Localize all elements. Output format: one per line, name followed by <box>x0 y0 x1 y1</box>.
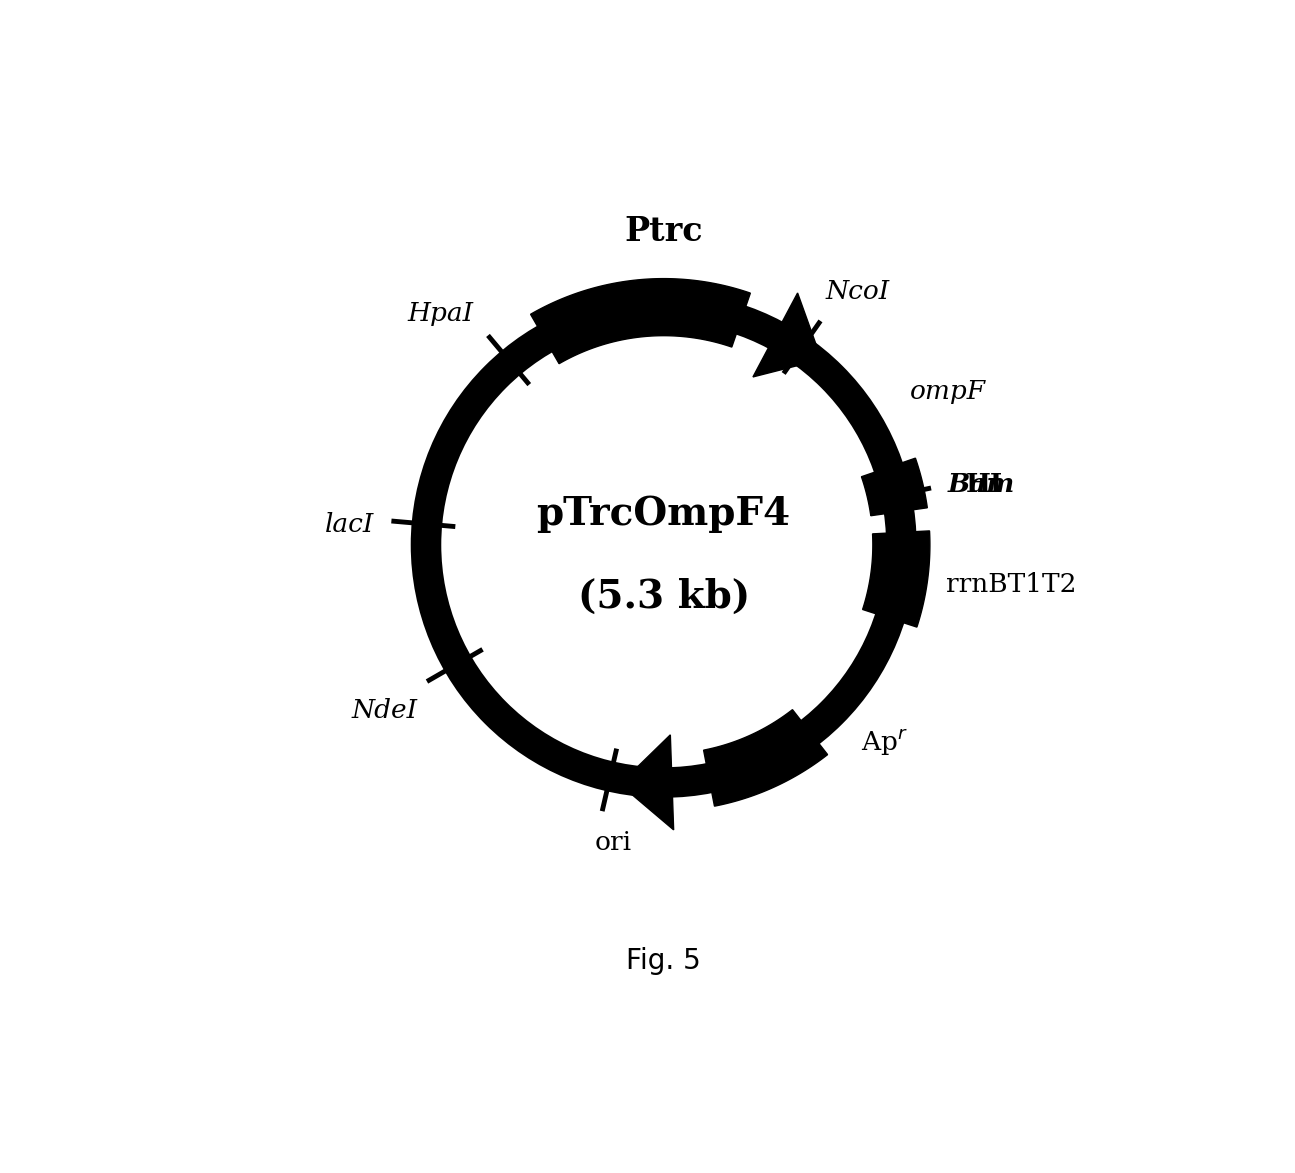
Polygon shape <box>862 531 930 628</box>
Polygon shape <box>861 459 927 516</box>
Text: Bam: Bam <box>948 472 1014 497</box>
Polygon shape <box>703 710 828 806</box>
Text: pTrcOmpF4: pTrcOmpF4 <box>536 495 791 533</box>
Polygon shape <box>531 279 750 364</box>
Polygon shape <box>752 293 821 377</box>
Text: NdeI: NdeI <box>352 698 418 724</box>
Text: ori: ori <box>594 830 632 855</box>
Text: ompF: ompF <box>909 379 985 404</box>
Text: Ptrc: Ptrc <box>624 215 703 248</box>
Text: lacI: lacI <box>325 513 374 537</box>
Text: Fig. 5: Fig. 5 <box>627 947 701 975</box>
Polygon shape <box>620 734 673 829</box>
Text: Ap$^r$: Ap$^r$ <box>861 727 908 757</box>
Text: HpaI: HpaI <box>408 301 474 326</box>
Text: rrnBT1T2: rrnBT1T2 <box>947 572 1076 597</box>
Text: NcoI: NcoI <box>826 279 890 305</box>
Text: HI: HI <box>966 472 1004 497</box>
Text: (5.3 kb): (5.3 kb) <box>578 578 750 616</box>
